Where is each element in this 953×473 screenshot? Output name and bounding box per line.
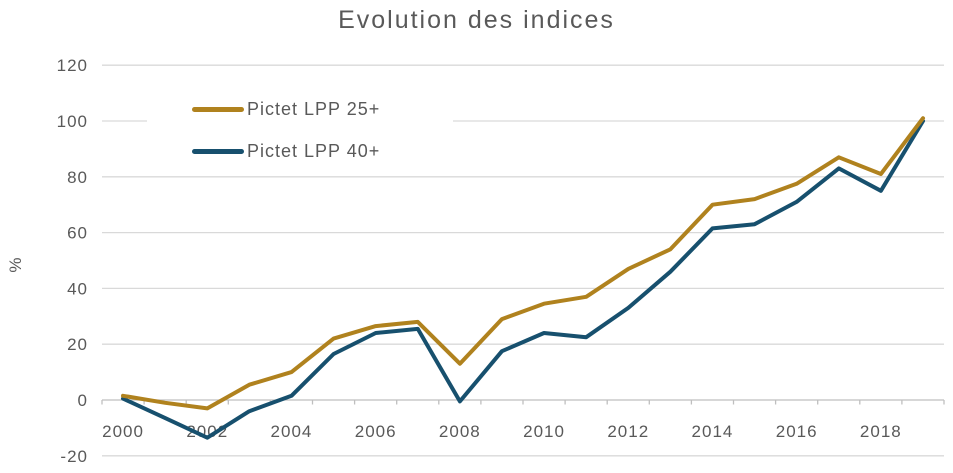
x-tick-label: 2016: [776, 422, 818, 441]
y-tick-label: 0: [78, 391, 88, 410]
y-tick-label: 40: [67, 279, 88, 298]
y-tick-label: 60: [67, 224, 88, 243]
chart-title: Evolution des indices: [338, 6, 615, 34]
y-tick-label: -20: [60, 447, 88, 466]
x-tick-label: 2012: [607, 422, 649, 441]
y-tick-label: 120: [57, 56, 88, 75]
x-tick-label: 2018: [860, 422, 902, 441]
legend-swatch: [192, 106, 244, 112]
legend-item: Pictet LPP 25+: [147, 88, 453, 130]
y-tick-label: 80: [67, 168, 88, 187]
x-tick-label: 2006: [355, 422, 397, 441]
x-tick-label: 2008: [439, 422, 481, 441]
chart-legend: Pictet LPP 25+ Pictet LPP 40+: [147, 88, 453, 172]
y-tick-label: 20: [67, 335, 88, 354]
legend-label: Pictet LPP 25+: [247, 98, 381, 119]
x-tick-label: 2000: [102, 422, 144, 441]
y-tick-label: 100: [57, 112, 88, 131]
x-tick-label: 2002: [186, 422, 228, 441]
series-line: [121, 116, 925, 411]
x-tick-label: 2010: [523, 422, 565, 441]
series-line: [121, 119, 925, 440]
legend-swatch: [192, 148, 244, 154]
x-tick-label: 2014: [692, 422, 734, 441]
legend-label: Pictet LPP 40+: [247, 140, 381, 161]
x-tick-label: 2004: [271, 422, 313, 441]
legend-item: Pictet LPP 40+: [147, 130, 453, 172]
